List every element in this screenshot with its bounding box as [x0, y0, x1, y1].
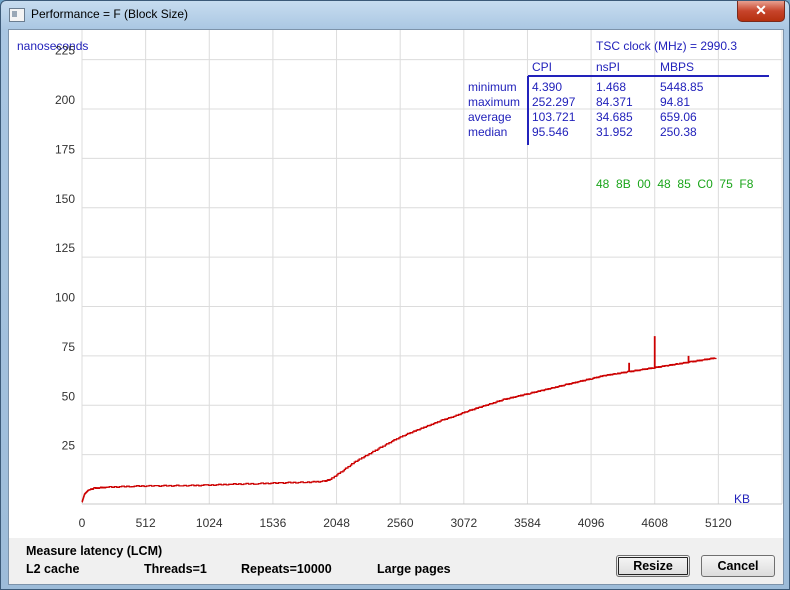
- pages-label: Large pages: [377, 562, 451, 576]
- x-tick-label: 3072: [450, 516, 477, 530]
- instruction-bytes: 48 8B 00 48 85 C0 75 F8: [596, 177, 754, 191]
- y-tick-label: 25: [62, 439, 76, 453]
- chart-grid: [81, 30, 783, 505]
- stats-row-label-maximum: maximum: [468, 95, 520, 109]
- y-axis-label: nanoseconds: [17, 39, 88, 53]
- stats-row-label-median: median: [468, 125, 507, 139]
- stats-row-label-minimum: minimum: [468, 80, 517, 94]
- cache-level-label: L2 cache: [26, 562, 80, 576]
- latency-series: [81, 336, 717, 503]
- client-area: nanoseconds 25 50 75 100 125 150 175 200 225 0 51…: [8, 29, 784, 585]
- y-tick-label: 150: [55, 192, 75, 206]
- stats-average-mbps: 659.06: [660, 110, 697, 124]
- close-button[interactable]: ✕: [737, 1, 785, 22]
- x-tick-label: 0: [79, 516, 86, 530]
- repeats-label: Repeats=10000: [241, 562, 332, 576]
- x-tick-label: 2560: [387, 516, 414, 530]
- stats-row-label-average: average: [468, 110, 512, 124]
- app-icon: [9, 8, 25, 22]
- stats-average-nspi: 34.685: [596, 110, 633, 124]
- x-tick-labels: 0 512 1024 1536 2048 2560 3072 3584 4096 4608 5120: [79, 516, 732, 530]
- series-line: [81, 357, 717, 503]
- stats-header-mbps: MBPS: [660, 60, 694, 74]
- x-tick-label: 2048: [323, 516, 350, 530]
- x-tick-label: 512: [136, 516, 156, 530]
- stats-header-nspi: nsPI: [596, 60, 620, 74]
- chart-area: nanoseconds 25 50 75 100 125 150 175 200 225 0 51…: [9, 30, 783, 538]
- stats-median-cpi: 95.546: [532, 125, 569, 139]
- y-tick-label: 50: [62, 389, 76, 403]
- x-axis-label: KB: [734, 492, 750, 506]
- x-tick-label: 1536: [260, 516, 287, 530]
- stats-maximum-nspi: 84.371: [596, 95, 633, 109]
- y-tick-label: 225: [55, 44, 75, 58]
- stats-median-mbps: 250.38: [660, 125, 697, 139]
- x-tick-label: 4608: [641, 516, 668, 530]
- x-tick-label: 3584: [514, 516, 541, 530]
- status-footer: Measure latency (LCM) L2 cache Threads=1…: [9, 538, 783, 584]
- stats-maximum-mbps: 94.81: [660, 95, 690, 109]
- stats-table: TSC clock (MHz) = 2990.3 CPI nsPI MBPS m…: [468, 39, 769, 191]
- x-tick-label: 4096: [578, 516, 605, 530]
- x-tick-label: 1024: [196, 516, 223, 530]
- y-tick-label: 100: [55, 291, 75, 305]
- window-title: Performance = F (Block Size): [31, 7, 189, 21]
- y-tick-label: 75: [62, 340, 76, 354]
- stats-minimum-nspi: 1.468: [596, 80, 626, 94]
- stats-maximum-cpi: 252.297: [532, 95, 576, 109]
- resize-button[interactable]: Resize: [616, 555, 690, 577]
- y-tick-label: 175: [55, 142, 75, 156]
- stats-median-nspi: 31.952: [596, 125, 633, 139]
- cancel-button[interactable]: Cancel: [701, 555, 775, 577]
- title-bar[interactable]: Performance = F (Block Size) ✕: [1, 1, 789, 29]
- y-tick-label: 200: [55, 93, 75, 107]
- stats-header-cpi: CPI: [532, 60, 552, 74]
- tsc-clock-label: TSC clock (MHz) = 2990.3: [596, 39, 737, 53]
- threads-label: Threads=1: [144, 562, 207, 576]
- stats-average-cpi: 103.721: [532, 110, 576, 124]
- y-tick-labels: 25 50 75 100 125 150 175 200 225: [55, 44, 75, 453]
- x-tick-label: 5120: [705, 516, 732, 530]
- stats-minimum-mbps: 5448.85: [660, 80, 704, 94]
- latency-chart: nanoseconds 25 50 75 100 125 150 175 200 225 0 51…: [17, 30, 783, 530]
- stats-minimum-cpi: 4.390: [532, 80, 562, 94]
- measure-mode-label: Measure latency (LCM): [26, 544, 163, 558]
- y-tick-label: 125: [55, 241, 75, 255]
